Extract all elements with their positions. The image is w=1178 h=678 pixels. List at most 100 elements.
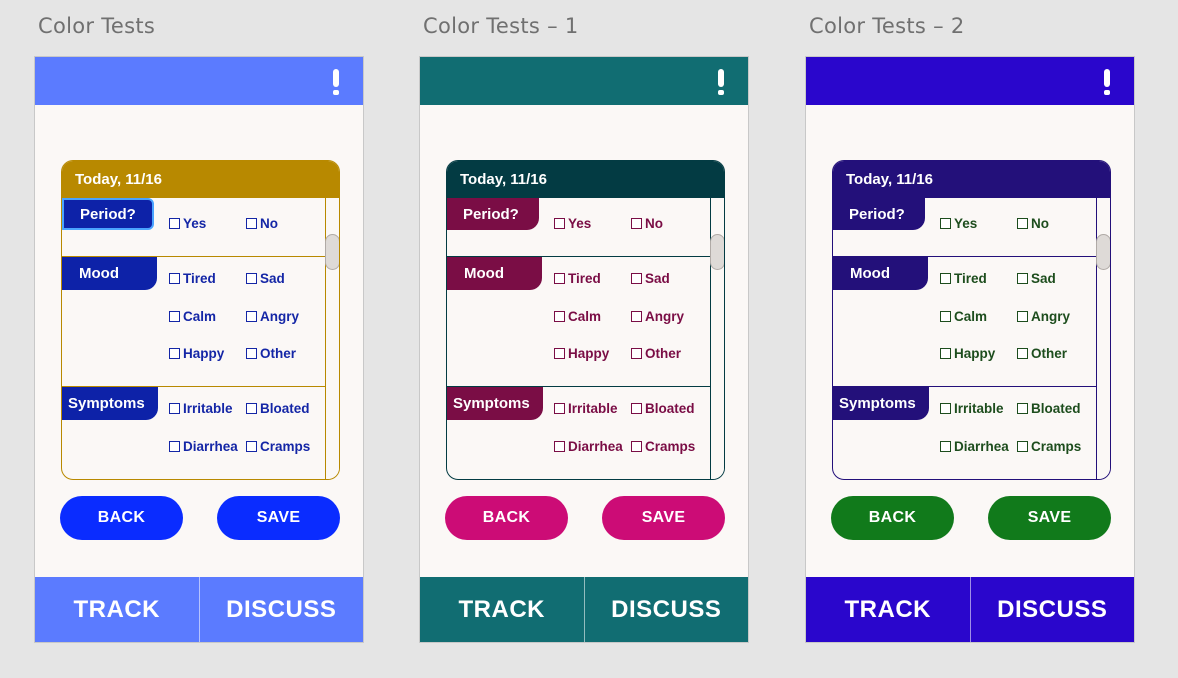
- mood-angry-checkbox[interactable]: Angry: [246, 309, 299, 324]
- scroll-thumb[interactable]: [325, 234, 339, 270]
- mood-calm-checkbox[interactable]: Calm: [169, 309, 216, 324]
- checkbox-icon[interactable]: [554, 441, 565, 452]
- period-no-checkbox[interactable]: No: [1017, 216, 1049, 231]
- mood-other-checkbox[interactable]: Other: [1017, 346, 1067, 361]
- period-no-checkbox[interactable]: No: [246, 216, 278, 231]
- period-yes-checkbox[interactable]: Yes: [169, 216, 206, 231]
- checkbox-icon[interactable]: [940, 348, 951, 359]
- checkbox-icon[interactable]: [169, 348, 180, 359]
- checkbox-icon[interactable]: [1017, 311, 1028, 322]
- mood-tired-checkbox[interactable]: Tired: [169, 271, 216, 286]
- back-button[interactable]: BACK: [60, 496, 183, 540]
- option-label: Yes: [183, 216, 207, 231]
- scroll-thumb[interactable]: [710, 234, 724, 270]
- tab-discuss[interactable]: DISCUSS: [583, 577, 749, 642]
- checkbox-icon[interactable]: [169, 311, 180, 322]
- checkbox-icon[interactable]: [246, 311, 257, 322]
- checkbox-icon[interactable]: [631, 311, 642, 322]
- checkbox-icon[interactable]: [631, 218, 642, 229]
- period-yes-checkbox[interactable]: Yes: [554, 216, 591, 231]
- mood-other-checkbox[interactable]: Other: [246, 346, 296, 361]
- checkbox-icon[interactable]: [1017, 273, 1028, 284]
- mood-other-checkbox[interactable]: Other: [631, 346, 681, 361]
- checkbox-icon[interactable]: [246, 218, 257, 229]
- checkbox-icon[interactable]: [631, 441, 642, 452]
- checkbox-icon[interactable]: [554, 273, 565, 284]
- exclamation-icon[interactable]: [1104, 69, 1110, 95]
- save-button[interactable]: SAVE: [217, 496, 340, 540]
- checkbox-icon[interactable]: [1017, 218, 1028, 229]
- scrollbar[interactable]: [325, 198, 339, 479]
- option-label: Other: [260, 346, 297, 361]
- option-label: Happy: [568, 346, 610, 361]
- symptom-cramps-checkbox[interactable]: Cramps: [1017, 439, 1081, 454]
- checkbox-icon[interactable]: [169, 403, 180, 414]
- symptom-diarrhea-checkbox[interactable]: Diarrhea: [169, 439, 238, 454]
- save-button[interactable]: SAVE: [988, 496, 1111, 540]
- tab-discuss[interactable]: DISCUSS: [969, 577, 1135, 642]
- checkbox-icon[interactable]: [631, 273, 642, 284]
- exclamation-icon[interactable]: [718, 69, 724, 95]
- period-no-checkbox[interactable]: No: [631, 216, 663, 231]
- mood-sad-checkbox[interactable]: Sad: [246, 271, 285, 286]
- checkbox-icon[interactable]: [554, 403, 565, 414]
- symptom-diarrhea-checkbox[interactable]: Diarrhea: [554, 439, 623, 454]
- checkbox-icon[interactable]: [631, 348, 642, 359]
- tab-discuss[interactable]: DISCUSS: [198, 577, 364, 642]
- symptom-cramps-checkbox[interactable]: Cramps: [631, 439, 695, 454]
- checkbox-icon[interactable]: [554, 218, 565, 229]
- mood-angry-checkbox[interactable]: Angry: [631, 309, 684, 324]
- checkbox-icon[interactable]: [1017, 348, 1028, 359]
- scroll-thumb[interactable]: [1096, 234, 1110, 270]
- mood-angry-checkbox[interactable]: Angry: [1017, 309, 1070, 324]
- tab-track[interactable]: TRACK: [458, 595, 545, 623]
- section-divider: [833, 386, 1096, 387]
- checkbox-icon[interactable]: [1017, 403, 1028, 414]
- option-label: Tired: [954, 271, 987, 286]
- mood-sad-checkbox[interactable]: Sad: [631, 271, 670, 286]
- scrollbar[interactable]: [710, 198, 724, 479]
- mood-calm-checkbox[interactable]: Calm: [554, 309, 601, 324]
- scrollbar[interactable]: [1096, 198, 1110, 479]
- mood-sad-checkbox[interactable]: Sad: [1017, 271, 1056, 286]
- tab-track[interactable]: TRACK: [73, 595, 160, 623]
- checkbox-icon[interactable]: [940, 311, 951, 322]
- symptom-bloated-checkbox[interactable]: Bloated: [1017, 401, 1081, 416]
- checkbox-icon[interactable]: [940, 441, 951, 452]
- checkbox-icon[interactable]: [169, 273, 180, 284]
- checkbox-icon[interactable]: [940, 273, 951, 284]
- symptom-bloated-checkbox[interactable]: Bloated: [246, 401, 310, 416]
- mood-tired-checkbox[interactable]: Tired: [554, 271, 601, 286]
- checkbox-icon[interactable]: [246, 348, 257, 359]
- option-label: Tired: [183, 271, 216, 286]
- checkbox-icon[interactable]: [940, 218, 951, 229]
- exclamation-icon[interactable]: [333, 69, 339, 95]
- back-button[interactable]: BACK: [831, 496, 954, 540]
- symptom-bloated-checkbox[interactable]: Bloated: [631, 401, 695, 416]
- symptom-irritable-checkbox[interactable]: Irritable: [554, 401, 618, 416]
- save-button[interactable]: SAVE: [602, 496, 725, 540]
- symptom-irritable-checkbox[interactable]: Irritable: [169, 401, 233, 416]
- symptom-diarrhea-checkbox[interactable]: Diarrhea: [940, 439, 1009, 454]
- checkbox-icon[interactable]: [554, 348, 565, 359]
- mood-calm-checkbox[interactable]: Calm: [940, 309, 987, 324]
- checkbox-icon[interactable]: [1017, 441, 1028, 452]
- back-button[interactable]: BACK: [445, 496, 568, 540]
- mood-happy-checkbox[interactable]: Happy: [169, 346, 224, 361]
- option-label: Diarrhea: [954, 439, 1009, 454]
- checkbox-icon[interactable]: [631, 403, 642, 414]
- mood-happy-checkbox[interactable]: Happy: [940, 346, 995, 361]
- symptom-cramps-checkbox[interactable]: Cramps: [246, 439, 310, 454]
- mood-tired-checkbox[interactable]: Tired: [940, 271, 987, 286]
- checkbox-icon[interactable]: [169, 441, 180, 452]
- checkbox-icon[interactable]: [246, 403, 257, 414]
- checkbox-icon[interactable]: [246, 273, 257, 284]
- checkbox-icon[interactable]: [554, 311, 565, 322]
- mood-happy-checkbox[interactable]: Happy: [554, 346, 609, 361]
- tab-track[interactable]: TRACK: [844, 595, 931, 623]
- checkbox-icon[interactable]: [169, 218, 180, 229]
- checkbox-icon[interactable]: [246, 441, 257, 452]
- period-yes-checkbox[interactable]: Yes: [940, 216, 977, 231]
- symptom-irritable-checkbox[interactable]: Irritable: [940, 401, 1004, 416]
- checkbox-icon[interactable]: [940, 403, 951, 414]
